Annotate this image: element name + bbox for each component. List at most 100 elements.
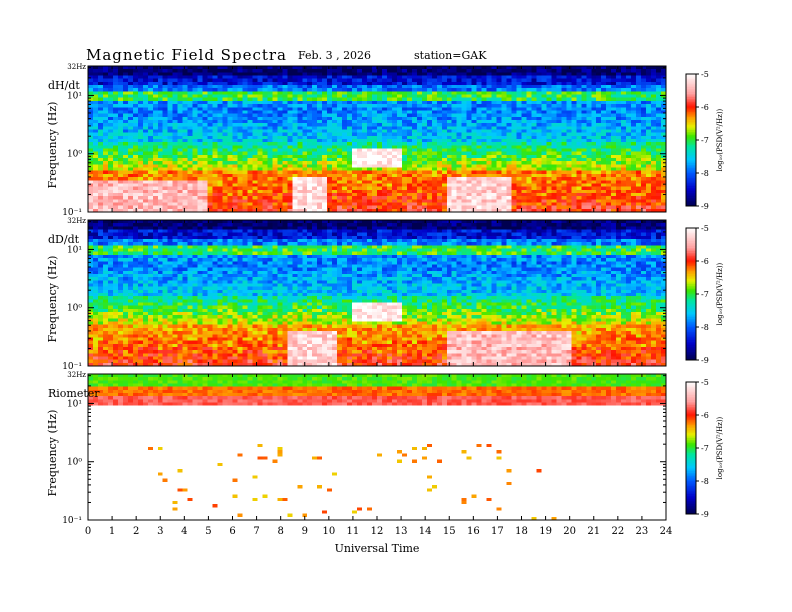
spectrogram-cell [511,196,517,200]
spectrogram-cell [362,139,368,143]
spectrogram-cell [352,116,358,121]
spectrogram-cell [287,154,293,159]
spectrogram-cell [401,173,408,178]
spectrogram-cell [451,139,458,143]
spectrogram-cell [486,69,492,73]
spectrogram-cell [606,154,612,159]
spectrogram-cell [362,100,368,105]
spectrogram-cell [621,180,627,184]
spectrogram-cell [212,199,218,203]
spectrogram-cell [651,132,657,137]
spectrogram-cell [436,135,443,140]
spectrogram-cell [396,104,403,108]
spectrogram-cell [391,167,398,172]
spectrogram-cell [232,66,238,70]
spectrogram-cell [237,151,243,156]
spectrogram-cell [486,196,492,200]
spectrogram-cell [122,85,129,89]
spectrogram-cell [411,88,418,92]
spectrogram-cell [207,104,213,108]
spectrogram-cell [556,126,562,130]
spectrogram-cell [611,116,617,121]
spectrogram-cell [596,173,602,178]
spectrogram-cell [461,69,468,73]
spectrogram-cell [367,142,373,146]
spectrogram-cell [332,189,338,194]
spectrogram-cell [232,91,238,95]
spectrogram-cell [526,151,532,156]
spectrogram-cell [277,167,283,172]
spectrogram-cell [307,154,313,159]
spectrogram-cell [187,151,194,156]
spectrogram-cell [436,145,443,149]
spectrogram-cell [436,183,443,187]
spectrogram-cell [421,119,428,124]
spectrogram-cell [232,142,238,146]
spectrogram-cell [142,66,149,70]
spectrogram-cell [406,139,413,143]
spectrogram-cell [292,148,298,153]
spectrogram-cell [631,129,637,134]
spectrogram-cell [202,151,208,156]
spectrogram-cell [541,72,547,76]
spectrogram-cell [342,123,348,127]
spectrogram-cell [157,154,164,159]
spectrogram-cell [641,148,647,153]
spectrogram-cell [476,192,483,197]
spectrogram-cell [646,186,652,191]
spectrogram-cell [636,116,642,121]
spectrogram-cell [576,173,582,178]
spectrogram-cell [601,189,607,194]
spectrogram-cell [436,142,443,146]
spectrogram-cell [466,151,473,156]
spectrogram-cell [481,81,488,86]
spectrogram-cell [521,177,527,181]
spectrogram-cell [486,142,492,146]
spectrogram-cell [561,199,567,203]
spectrogram-cell [536,91,542,95]
spectrogram-cell [616,135,622,140]
spectrogram-cell [107,107,114,111]
spectrogram-cell [406,135,413,140]
spectrogram-cell [461,97,468,102]
spectrogram-cell [312,119,318,124]
spectrogram-cell [372,167,378,172]
spectrogram-cell [192,135,199,140]
spectrogram-cell [621,177,627,181]
spectrogram-cell [416,88,423,92]
spectrogram-cell [337,69,343,73]
spectrogram-cell [596,123,602,127]
spectrogram-cell [586,199,592,203]
spectrogram-cell [317,78,323,83]
spectrogram-cell [586,91,592,95]
spectrogram-cell [222,142,228,146]
spectrogram-cell [611,148,617,153]
spectrogram-cell [177,154,184,159]
spectrogram-cell [147,85,154,89]
spectrogram-cell [611,113,617,118]
spectrogram-cell [646,110,652,114]
spectrogram-cell [506,151,512,156]
spectrogram-cell [571,135,577,140]
spectrogram-cell [187,173,194,178]
spectrogram-cell [237,78,243,83]
spectrogram-cell [107,100,114,105]
spectrogram-cell [312,161,318,165]
spectrogram-cell [506,129,512,134]
spectrogram-cell [476,158,483,162]
spectrogram-cell [521,113,527,118]
spectrogram-cell [406,161,413,165]
spectrogram-cell [541,145,547,149]
spectrogram-cell [157,119,164,124]
spectrogram-cell [132,97,139,102]
spectrogram-cell [651,151,657,156]
spectrogram-cell [177,167,184,172]
spectrogram-cell [566,192,572,197]
spectrogram-cell [262,123,268,127]
spectrogram-cell [292,119,298,124]
spectrogram-cell [262,116,268,121]
spectrogram-cell [112,94,119,99]
spectrogram-cell [656,126,662,130]
spectrogram-cell [616,91,622,95]
spectrogram-cell [586,151,592,156]
